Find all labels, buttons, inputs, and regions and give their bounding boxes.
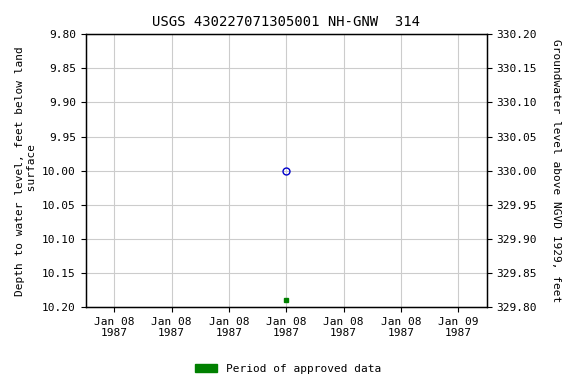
Y-axis label: Groundwater level above NGVD 1929, feet: Groundwater level above NGVD 1929, feet: [551, 39, 561, 302]
Legend: Period of approved data: Period of approved data: [191, 359, 385, 379]
Title: USGS 430227071305001 NH-GNW  314: USGS 430227071305001 NH-GNW 314: [152, 15, 420, 29]
Y-axis label: Depth to water level, feet below land
 surface: Depth to water level, feet below land su…: [15, 46, 37, 296]
